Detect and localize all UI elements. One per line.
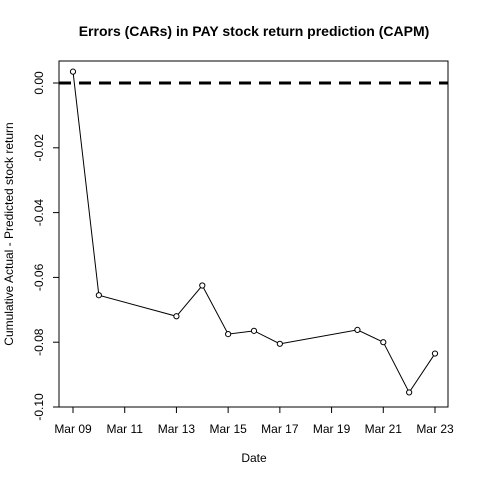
x-tick-label: Mar 15: [209, 422, 247, 436]
data-point: [431, 350, 439, 357]
data-point: [199, 282, 206, 289]
series-line-group: [69, 68, 439, 396]
data-point: [380, 339, 387, 346]
data-point: [354, 326, 361, 333]
y-axis: 0.00 -0.02 -0.04 -0.06 -0.08 -0.10: [32, 71, 60, 421]
y-tick-label: -0.04: [32, 199, 46, 227]
x-tick-label: Mar 17: [261, 422, 299, 436]
y-tick-label: -0.06: [32, 263, 46, 291]
y-axis-label: Cumulative Actual - Predicted stock retu…: [2, 122, 16, 345]
data-point: [173, 313, 180, 320]
y-tick-label: -0.08: [32, 328, 46, 356]
data-point: [225, 331, 232, 338]
x-axis: Mar 09 Mar 11 Mar 13 Mar 15 Mar 17 Mar 19 Mar …: [54, 406, 454, 436]
x-tick-label: Mar 19: [313, 422, 351, 436]
data-point: [276, 340, 283, 347]
x-tick-label: Mar 23: [416, 422, 454, 436]
x-tick-label: Mar 11: [106, 422, 143, 436]
x-tick-label: Mar 13: [158, 422, 196, 436]
y-tick-label: -0.02: [32, 134, 46, 162]
chart-title: Errors (CARs) in PAY stock return predic…: [79, 23, 430, 39]
x-axis-label: Date: [241, 451, 267, 465]
data-point: [406, 389, 413, 396]
data-point: [69, 68, 77, 75]
y-tick-label: -0.10: [32, 393, 46, 421]
data-point: [250, 327, 258, 334]
x-tick-label: Mar 09: [54, 422, 92, 436]
data-point: [95, 292, 102, 299]
x-tick-label: Mar 21: [365, 422, 403, 436]
y-tick-label: 0.00: [32, 71, 46, 95]
